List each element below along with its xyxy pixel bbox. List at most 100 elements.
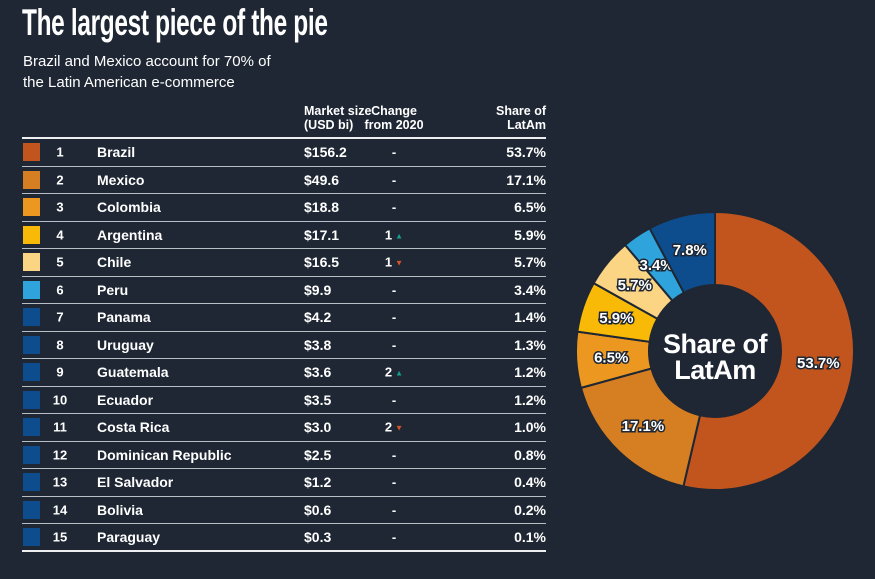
row-share: 0.8%	[514, 446, 546, 463]
row-market-size: $4.2	[304, 309, 332, 326]
header-change: Change from 2020	[364, 104, 424, 132]
row-change: 1 ▲	[352, 227, 436, 242]
row-change-number: 2	[384, 364, 393, 380]
pie-slice-label: 5.9%	[599, 310, 633, 327]
row-rank: 9	[56, 364, 64, 380]
row-rank: 1	[56, 144, 64, 160]
table-row: 10 Ecuador $3.5 - 1.2%	[22, 387, 546, 415]
row-country: Peru	[97, 281, 129, 298]
row-rank: 4	[56, 227, 64, 243]
row-country: Guatemala	[97, 364, 169, 381]
row-change: -	[391, 474, 397, 490]
down-triangle-icon: ▼	[395, 423, 404, 433]
row-market-size: $3.6	[304, 364, 332, 381]
row-market-size: $0.6	[304, 501, 332, 518]
row-color-swatch	[23, 143, 40, 162]
row-market-size: $3.5	[304, 391, 332, 408]
table-row: 8 Uruguay $3.8 - 1.3%	[22, 332, 546, 360]
row-share: 0.4%	[514, 474, 546, 491]
row-change: 2 ▲	[352, 365, 436, 380]
row-rank: 5	[56, 254, 64, 270]
row-country: Brazil	[97, 144, 136, 161]
row-color-swatch	[23, 500, 40, 519]
row-share: 17.1%	[506, 171, 546, 188]
row-market-size: $156.2	[304, 144, 347, 161]
row-change-number: 2	[384, 419, 393, 435]
up-triangle-icon: ▲	[395, 368, 404, 378]
row-change: -	[391, 172, 397, 188]
row-country: Dominican Republic	[97, 446, 232, 463]
row-share: 1.2%	[514, 391, 546, 408]
row-market-size: $17.1	[304, 226, 340, 243]
row-country: El Salvador	[97, 474, 174, 491]
row-rank: 14	[52, 502, 68, 518]
row-share: 5.9%	[514, 226, 546, 243]
subtitle: Brazil and Mexico account for 70% of the…	[23, 51, 271, 93]
row-color-swatch	[23, 445, 40, 464]
row-share: 0.2%	[514, 501, 546, 518]
table-row: 14 Bolivia $0.6 - 0.2%	[22, 497, 546, 525]
row-country: Costa Rica	[97, 419, 170, 436]
row-change: 1 ▼	[352, 255, 436, 270]
row-country: Mexico	[97, 171, 145, 188]
row-share: 53.7%	[506, 144, 546, 161]
row-color-swatch	[23, 335, 40, 354]
row-rank: 2	[56, 172, 64, 188]
row-country: Colombia	[97, 199, 161, 216]
row-share: 1.0%	[514, 419, 546, 436]
row-color-swatch	[23, 170, 40, 189]
page-title: The largest piece of the pie	[22, 2, 328, 43]
row-color-swatch	[23, 225, 40, 244]
row-color-swatch	[23, 390, 40, 409]
row-market-size: $49.6	[304, 171, 340, 188]
row-change-number: 1	[384, 227, 393, 243]
row-share: 6.5%	[514, 199, 546, 216]
country-ranking-table: Market size (USD bi) Change from 2020 Sh…	[22, 0, 546, 560]
row-rank: 8	[56, 337, 64, 353]
row-country: Chile	[97, 254, 132, 271]
row-share: 1.2%	[514, 364, 546, 381]
row-change: -	[391, 199, 397, 215]
row-share: 1.4%	[514, 309, 546, 326]
row-change-number: 1	[384, 254, 393, 270]
table-header: Market size (USD bi) Change from 2020 Sh…	[22, 102, 546, 135]
row-color-swatch	[23, 253, 40, 272]
row-market-size: $3.0	[304, 419, 332, 436]
row-market-size: $1.2	[304, 474, 332, 491]
pie-slice-brazil	[682, 211, 855, 491]
row-color-swatch	[23, 280, 40, 299]
row-country: Uruguay	[97, 336, 154, 353]
subtitle-line-2: the Latin American e-commerce	[23, 74, 235, 91]
header-market-size: Market size (USD bi)	[304, 104, 372, 132]
pie-slice-label: 17.1%	[622, 418, 665, 435]
row-market-size: $0.3	[304, 528, 332, 545]
donut-center-label: LatAm	[674, 355, 756, 385]
row-change: -	[391, 282, 397, 298]
row-color-swatch	[23, 198, 40, 217]
down-triangle-icon: ▼	[395, 258, 404, 268]
table-row: 9 Guatemala $3.6 2 ▲ 1.2%	[22, 359, 546, 387]
row-change: -	[391, 337, 397, 353]
row-country: Bolivia	[97, 501, 143, 518]
table-row: 3 Colombia $18.8 - 6.5%	[22, 194, 546, 222]
row-color-swatch	[23, 473, 40, 492]
row-country: Paraguay	[97, 528, 161, 545]
row-change: -	[391, 144, 397, 160]
row-color-swatch	[23, 527, 40, 546]
row-country: Argentina	[97, 226, 163, 243]
table-row: 13 El Salvador $1.2 - 0.4%	[22, 469, 546, 497]
pie-slice-label: 6.5%	[594, 350, 628, 367]
row-rank: 11	[53, 419, 67, 435]
row-country: Panama	[97, 309, 151, 326]
row-market-size: $3.8	[304, 336, 332, 353]
pie-slice-label: 7.8%	[673, 242, 707, 259]
row-share: 5.7%	[514, 254, 546, 271]
table-row: 2 Mexico $49.6 - 17.1%	[22, 167, 546, 195]
row-color-swatch	[23, 363, 40, 382]
table-row: 7 Panama $4.2 - 1.4%	[22, 304, 546, 332]
donut-center-label: Share of	[663, 329, 769, 359]
pie-slice-others	[648, 211, 716, 294]
row-rank: 15	[52, 529, 68, 545]
row-market-size: $16.5	[304, 254, 340, 271]
table-row: 11 Costa Rica $3.0 2 ▼ 1.0%	[22, 414, 546, 442]
